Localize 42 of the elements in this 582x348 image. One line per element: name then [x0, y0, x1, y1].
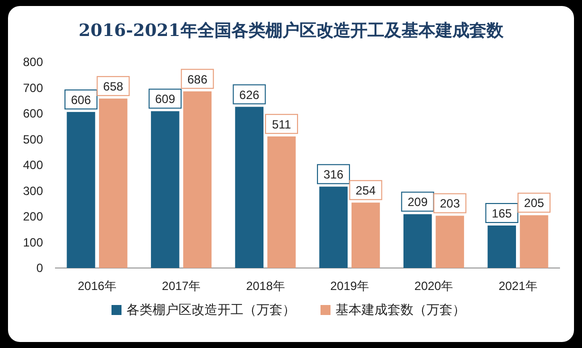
bar [99, 98, 128, 268]
y-tick-label: 200 [22, 210, 44, 224]
x-tick-label: 2017年 [162, 279, 201, 293]
bar [436, 216, 464, 268]
bar [319, 186, 348, 268]
y-tick-label: 800 [22, 55, 44, 69]
y-tick-label: 500 [22, 132, 44, 146]
data-label: 316 [323, 168, 344, 182]
y-tick-label: 600 [22, 106, 44, 120]
data-label: 254 [356, 184, 376, 198]
y-tick-label: 300 [22, 184, 44, 198]
bar [488, 226, 516, 268]
bar [66, 112, 96, 268]
bar [352, 202, 380, 268]
y-tick-label: 700 [22, 80, 44, 95]
data-label: 686 [187, 72, 208, 86]
legend-label: 各类棚户区改造开工（万套） [126, 302, 296, 317]
x-tick-label: 2016年 [78, 279, 116, 293]
data-label: 209 [408, 195, 428, 210]
data-label: 626 [239, 88, 260, 102]
bar [183, 91, 212, 268]
data-label: 609 [155, 92, 176, 106]
data-label: 606 [70, 92, 92, 107]
data-label: 205 [524, 196, 544, 210]
bar [235, 106, 264, 268]
legend-label: 基本建成套数（万套） [336, 302, 466, 317]
x-tick-label: 2019年 [330, 279, 369, 293]
y-tick-label: 0 [36, 261, 44, 275]
bar [267, 136, 296, 268]
data-label: 511 [272, 117, 292, 132]
y-tick-label: 100 [22, 235, 44, 250]
x-tick-label: 2018年 [246, 279, 285, 293]
y-tick-label: 400 [22, 158, 44, 172]
x-tick-label: 2020年 [414, 279, 454, 293]
data-label: 203 [440, 196, 460, 211]
data-label: 658 [103, 80, 124, 94]
bar [150, 111, 180, 268]
x-tick-label: 2021年 [498, 279, 538, 293]
bar [403, 214, 432, 268]
data-label: 165 [492, 206, 512, 221]
chart-title: 2016-2021年全国各类棚户区改造开工及基本建成套数 [78, 21, 504, 41]
bar [520, 215, 548, 268]
